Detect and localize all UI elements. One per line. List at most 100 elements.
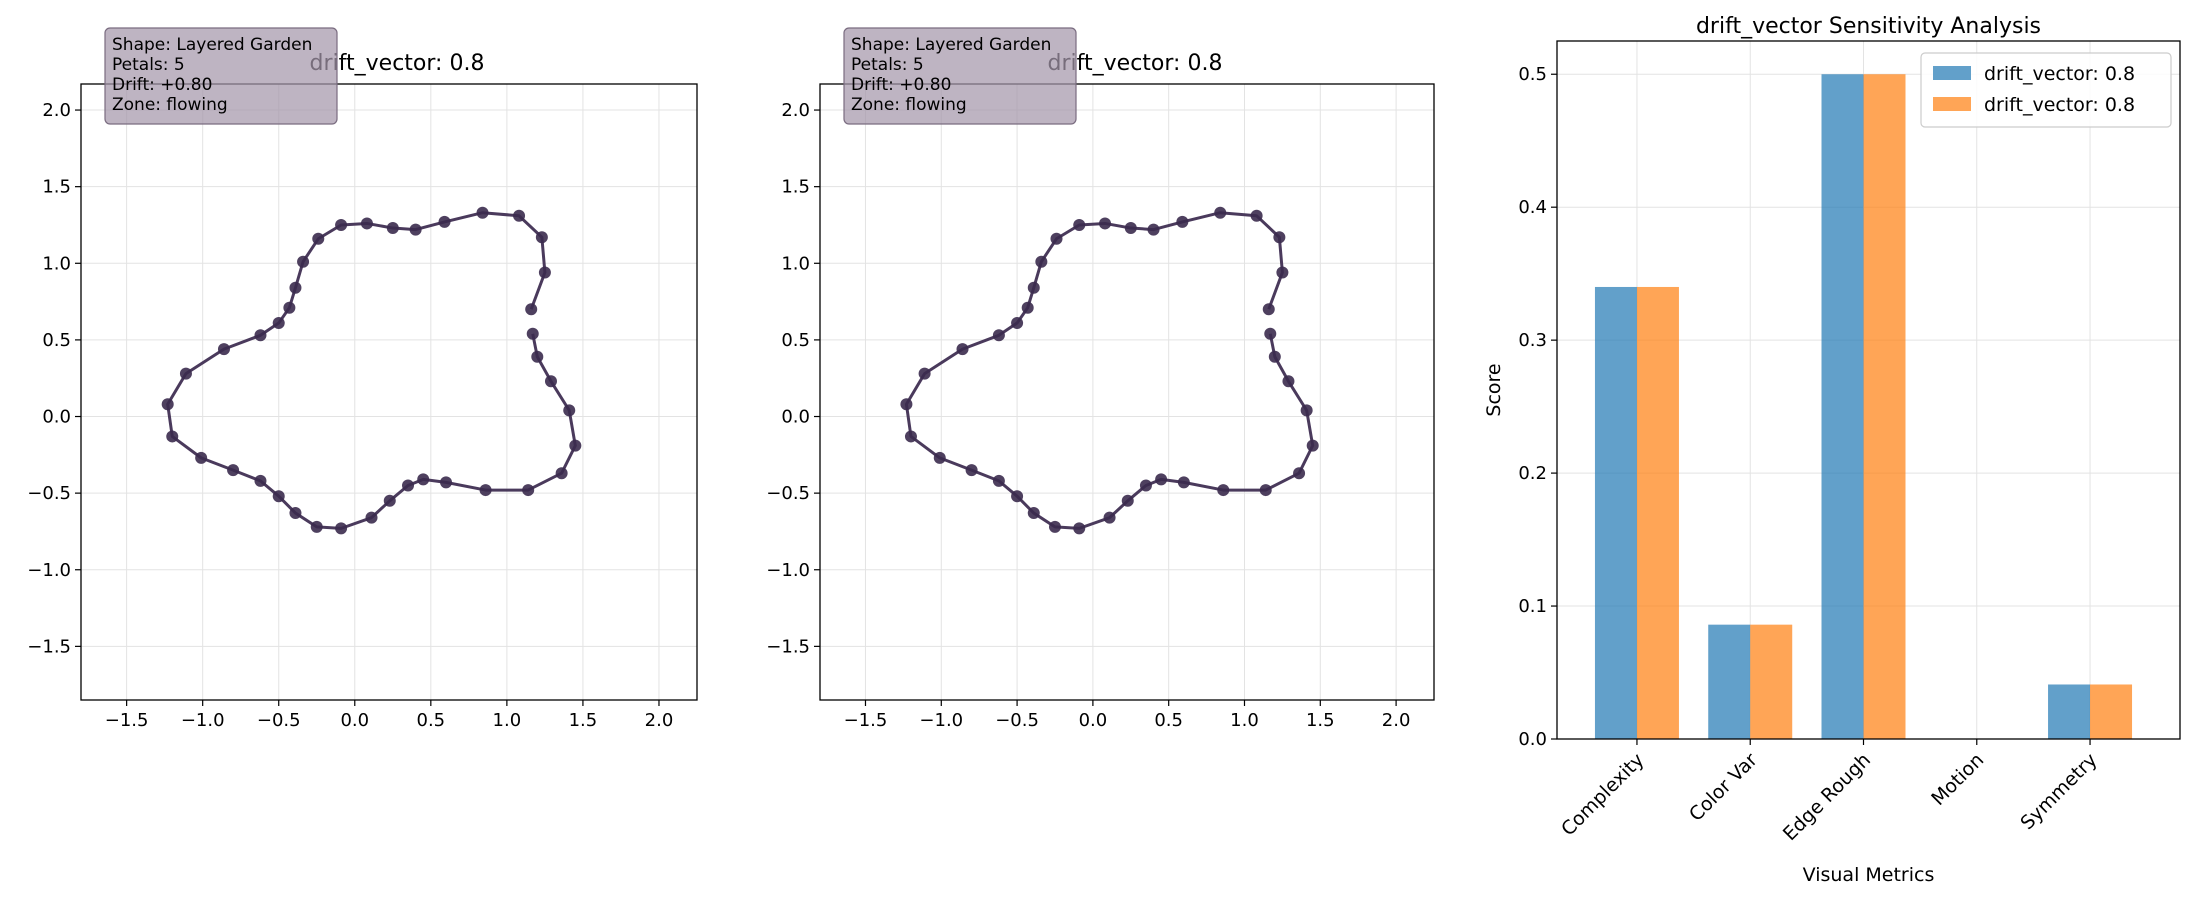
y-tick-label: 0.0 bbox=[42, 407, 71, 428]
axes-frame bbox=[80, 83, 698, 701]
data-point bbox=[1048, 520, 1061, 533]
data-point bbox=[522, 484, 535, 497]
data-point bbox=[479, 484, 492, 497]
data-point bbox=[1293, 467, 1306, 480]
data-point bbox=[1282, 375, 1295, 388]
data-point bbox=[386, 222, 399, 235]
y-tick-label: 1.5 bbox=[42, 177, 71, 198]
bar-series-1 bbox=[1821, 74, 1864, 739]
y-tick-label: 2.0 bbox=[781, 100, 810, 121]
y-tick-label: 1.0 bbox=[42, 253, 71, 274]
x-tick-label: 1.5 bbox=[1306, 710, 1335, 731]
data-point bbox=[217, 343, 230, 356]
x-tick-label: Symmetry bbox=[2016, 749, 2101, 834]
data-point bbox=[933, 451, 946, 464]
data-point bbox=[1021, 301, 1034, 314]
info-box bbox=[843, 27, 1077, 125]
x-tick-label: 1.0 bbox=[493, 710, 522, 731]
data-point bbox=[1264, 327, 1277, 340]
x-tick-label: 0.0 bbox=[1079, 710, 1108, 731]
y-tick-label: 0.0 bbox=[781, 407, 810, 428]
data-point bbox=[360, 217, 373, 230]
info-box-line: Shape: Layered Garden bbox=[851, 35, 1051, 55]
data-point bbox=[166, 430, 179, 443]
data-point bbox=[563, 404, 576, 417]
x-tick-label: 0.0 bbox=[340, 710, 369, 731]
data-point bbox=[535, 231, 548, 244]
bar-series-2 bbox=[2090, 684, 2133, 739]
y-tick-label: 1.0 bbox=[781, 253, 810, 274]
x-tick-label: 2.0 bbox=[645, 710, 674, 731]
data-point bbox=[1073, 218, 1086, 231]
data-point bbox=[179, 367, 192, 380]
bar-series-1 bbox=[1708, 624, 1751, 739]
info-box-line: Petals: 5 bbox=[112, 55, 185, 75]
y-tick-label: 0.2 bbox=[1518, 463, 1547, 484]
y-tick-label: 0.0 bbox=[1518, 729, 1547, 750]
data-point bbox=[1300, 404, 1313, 417]
data-point bbox=[161, 398, 174, 411]
data-point bbox=[1262, 303, 1275, 316]
panel-title: drift_vector: 0.8 bbox=[1048, 51, 1223, 76]
data-point bbox=[476, 206, 489, 219]
bar-series-2 bbox=[1636, 286, 1679, 739]
data-point bbox=[538, 266, 551, 279]
data-point bbox=[254, 329, 267, 342]
data-point bbox=[1027, 281, 1040, 294]
data-point bbox=[438, 215, 451, 228]
x-tick-label: 1.5 bbox=[569, 710, 598, 731]
y-axis-label: Score bbox=[1483, 363, 1505, 416]
data-point bbox=[335, 218, 348, 231]
data-point bbox=[402, 479, 415, 492]
data-point bbox=[289, 507, 302, 520]
info-box-line: Petals: 5 bbox=[851, 55, 924, 75]
data-point bbox=[904, 430, 917, 443]
shape-panel-2: −1.5 −1.0 −0.5 0.0 0.5 1.0 1.5 2.0 −1.5 −1.0 −0.5 0… bbox=[766, 27, 1435, 731]
data-point bbox=[283, 301, 296, 314]
data-point bbox=[254, 474, 267, 487]
data-point bbox=[1306, 439, 1319, 452]
y-tick-label: −1.0 bbox=[27, 560, 71, 581]
shape-outline-line bbox=[904, 211, 1315, 530]
x-axis-label: Visual Metrics bbox=[1803, 864, 1935, 886]
data-point bbox=[1273, 231, 1286, 244]
data-point bbox=[1176, 215, 1189, 228]
legend-label-2: drift_vector: 0.8 bbox=[1984, 94, 2135, 116]
data-point bbox=[531, 350, 544, 363]
data-point bbox=[1259, 484, 1272, 497]
info-box-line: Zone: flowing bbox=[112, 95, 228, 115]
data-point bbox=[440, 476, 453, 489]
data-point bbox=[383, 494, 396, 507]
y-tick-label: −0.5 bbox=[766, 483, 810, 504]
sensitivity-bar-chart: 0.0 0.1 0.2 0.3 0.4 0.5 Complexity Color Var Edg… bbox=[1483, 14, 2181, 886]
data-point bbox=[544, 375, 557, 388]
data-point bbox=[992, 329, 1005, 342]
legend: drift_vector: 0.8 drift_vector: 0.8 bbox=[1920, 52, 2172, 128]
shape-outline-line bbox=[166, 211, 577, 530]
data-point bbox=[195, 451, 208, 464]
data-point bbox=[525, 303, 538, 316]
data-point bbox=[1121, 494, 1134, 507]
data-point bbox=[1103, 511, 1116, 524]
bar-series-1 bbox=[2048, 684, 2091, 739]
y-tick-label: 1.5 bbox=[781, 177, 810, 198]
data-point bbox=[227, 464, 240, 477]
data-point bbox=[1214, 206, 1227, 219]
x-tick-label: −1.5 bbox=[105, 710, 149, 731]
chart-title: drift_vector Sensitivity Analysis bbox=[1696, 14, 2041, 39]
data-point bbox=[297, 255, 310, 268]
data-point bbox=[1035, 255, 1048, 268]
x-tick-label: 2.0 bbox=[1382, 710, 1411, 731]
x-tick-label: −1.0 bbox=[919, 710, 963, 731]
x-tick-label: Complexity bbox=[1557, 749, 1648, 840]
data-point bbox=[1276, 266, 1289, 279]
data-point bbox=[1099, 217, 1112, 230]
data-point bbox=[900, 398, 913, 411]
legend-swatch-2 bbox=[1933, 97, 1971, 111]
data-point bbox=[992, 474, 1005, 487]
x-tick-label: Edge Rough bbox=[1779, 749, 1875, 845]
data-point bbox=[526, 327, 539, 340]
x-tick-label: 1.0 bbox=[1230, 710, 1259, 731]
data-point bbox=[289, 281, 302, 294]
x-tick-label: −1.0 bbox=[181, 710, 225, 731]
